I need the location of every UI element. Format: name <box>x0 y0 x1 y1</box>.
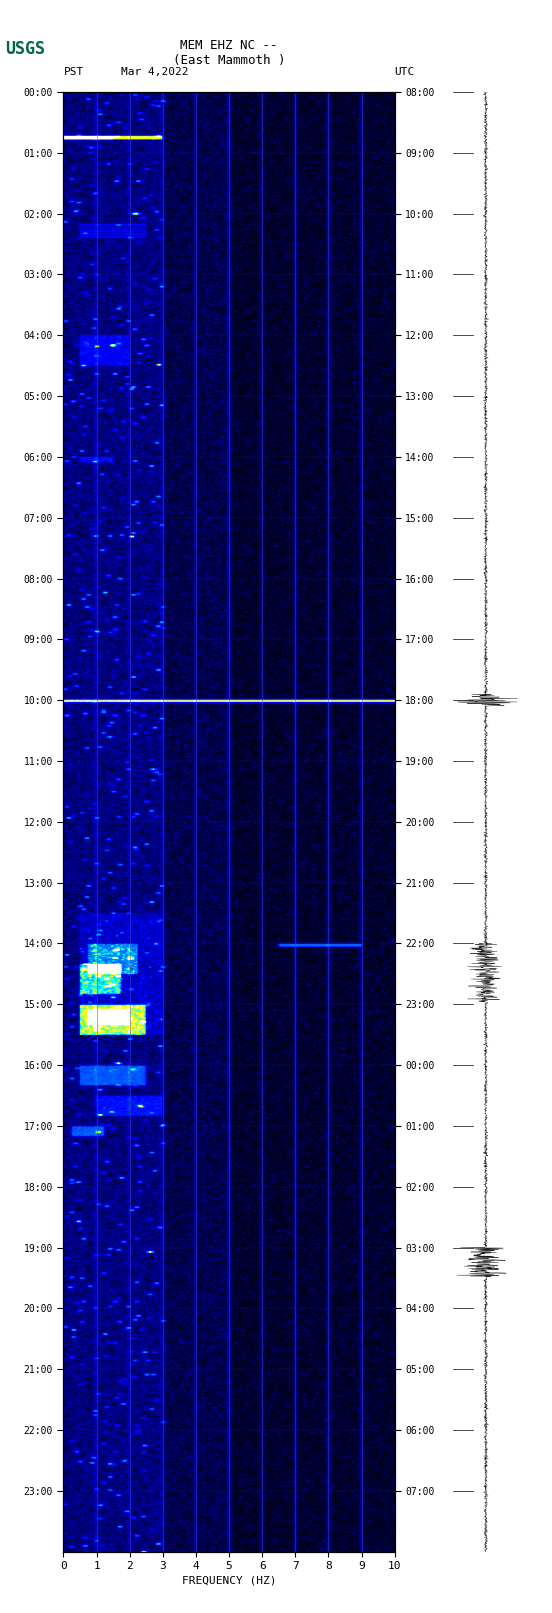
Title: MEM EHZ NC --
(East Mammoth ): MEM EHZ NC -- (East Mammoth ) <box>173 39 285 68</box>
Text: Mar 4,2022: Mar 4,2022 <box>121 68 189 77</box>
Text: PST: PST <box>63 68 84 77</box>
Text: USGS: USGS <box>6 40 45 58</box>
X-axis label: FREQUENCY (HZ): FREQUENCY (HZ) <box>182 1576 277 1586</box>
Text: UTC: UTC <box>395 68 415 77</box>
